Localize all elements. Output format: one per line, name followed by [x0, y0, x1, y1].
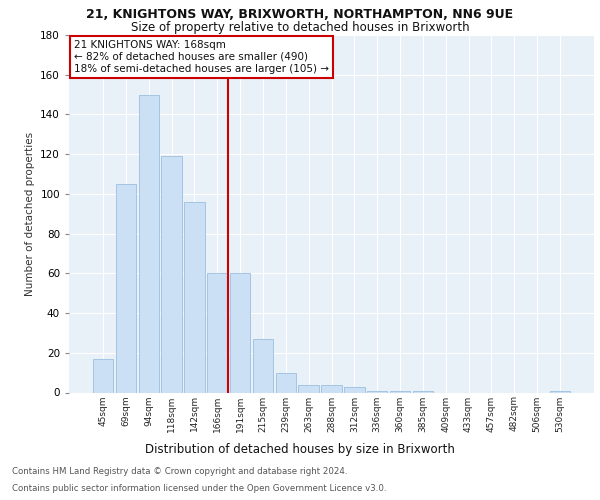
Bar — [298, 384, 319, 392]
Text: 21, KNIGHTONS WAY, BRIXWORTH, NORTHAMPTON, NN6 9UE: 21, KNIGHTONS WAY, BRIXWORTH, NORTHAMPTO… — [86, 8, 514, 20]
Bar — [275, 372, 296, 392]
Bar — [207, 274, 227, 392]
Bar — [253, 339, 273, 392]
Bar — [161, 156, 182, 392]
Text: Contains public sector information licensed under the Open Government Licence v3: Contains public sector information licen… — [12, 484, 386, 493]
Bar — [139, 94, 159, 393]
Bar — [550, 390, 570, 392]
Text: Size of property relative to detached houses in Brixworth: Size of property relative to detached ho… — [131, 21, 469, 34]
Bar — [116, 184, 136, 392]
Text: Distribution of detached houses by size in Brixworth: Distribution of detached houses by size … — [145, 442, 455, 456]
Bar — [413, 390, 433, 392]
Bar — [321, 384, 342, 392]
Bar — [93, 358, 113, 392]
Text: Contains HM Land Registry data © Crown copyright and database right 2024.: Contains HM Land Registry data © Crown c… — [12, 468, 347, 476]
Bar — [344, 386, 365, 392]
Text: 21 KNIGHTONS WAY: 168sqm
← 82% of detached houses are smaller (490)
18% of semi-: 21 KNIGHTONS WAY: 168sqm ← 82% of detach… — [74, 40, 329, 74]
Bar — [230, 274, 250, 392]
Bar — [390, 390, 410, 392]
Y-axis label: Number of detached properties: Number of detached properties — [25, 132, 35, 296]
Bar — [184, 202, 205, 392]
Bar — [367, 390, 388, 392]
